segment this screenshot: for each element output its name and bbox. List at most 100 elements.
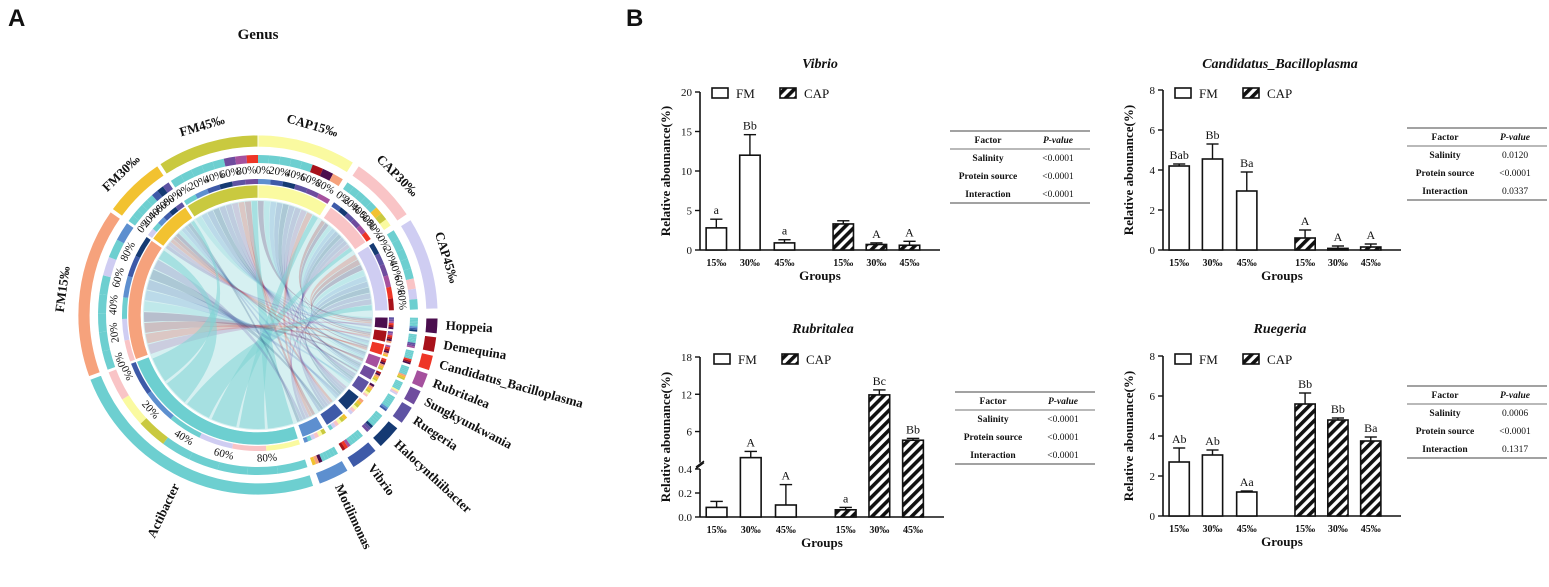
chord-stack-cell [387,393,396,400]
chord-outer-arc [421,335,438,353]
significance-label: Ab [1172,432,1187,446]
legend-label-fm: FM [1199,86,1218,101]
chord-band-cell [302,436,309,443]
chord-inner-arc [337,388,360,411]
chord-band-cell [265,439,301,451]
chord-stack-cell [398,370,407,376]
chord-stack-cell [396,375,405,381]
chord-inner-arc [368,340,386,356]
chord-stack-cell [386,230,399,244]
chord-band-cell [131,361,152,394]
y-tick-label: 2 [1150,205,1156,217]
x-axis-label: Groups [799,268,841,283]
chord-stack-cell [395,379,404,385]
chord-band-cell [387,330,393,334]
chord-stack-cell [409,298,418,310]
chord-band-cell [355,399,362,406]
chord-stack-cell [108,369,129,400]
bar-fm [739,456,762,518]
legend-label-fm: FM [1199,352,1218,367]
chord-band-cell [379,361,386,365]
chord-stack-cell [361,424,370,433]
x-tick-label: 45‰ [1361,524,1381,535]
table-cell-pvalue: <0.0001 [1042,190,1074,200]
significance-label: a [843,491,849,505]
chord-ribbon [146,279,340,397]
chord-band-cell [380,359,386,363]
x-tick-label: 30‰ [1328,258,1348,269]
legend-swatch-cap [779,87,797,99]
chord-band-cell [362,391,369,397]
chord-stack-cell [382,399,391,407]
chord-stack-cell [400,258,412,271]
table-cell-factor: Protein source [959,172,1017,182]
chord-stack-cell [217,462,249,475]
legend-swatch-fm [713,353,731,365]
chord-stack-cell [350,433,359,442]
chord-band-cell [157,217,167,227]
chord-band-cell [338,416,345,423]
chord-segment-label: Actibacter [144,481,183,540]
chord-band-cell [383,350,390,354]
chord-band-cell [320,428,326,435]
chord-stack-cell [163,437,193,460]
chord-band-cell [388,324,394,328]
legend: FM CAP [1174,86,1292,101]
legend-swatch-fm [1174,87,1192,99]
chord-ribbon [181,227,338,399]
chord-outer-arc [399,219,439,310]
chord-stack-cell [189,452,220,470]
chord-ribbon [310,270,365,359]
x-tick-label: 15‰ [706,258,726,269]
bar-fm [1235,190,1258,251]
chord-band-cell [152,222,162,232]
x-tick-label: 45‰ [900,258,920,269]
chord-segment-label: FM15‰ [52,265,73,313]
chord-ribbon [251,201,294,429]
chord-ribbon [195,216,372,319]
y-tick-label: 0.2 [678,488,692,500]
x-tick-label: 45‰ [774,258,794,269]
y-tick-label: 8 [1150,85,1156,97]
chord-band-cell [258,179,271,185]
table-header: Factor [1432,391,1460,401]
chord-band-cell [232,179,246,187]
chord-stack-cell [122,395,147,424]
significance-label: Bab [1170,148,1189,162]
table-cell-factor: Protein source [1416,169,1474,179]
x-tick-label: 30‰ [1328,524,1348,535]
chord-stack-cell [102,349,116,370]
chord-stack-cell [396,248,408,262]
table-cell-pvalue: <0.0001 [1042,172,1074,182]
chord-stack-cell [246,155,258,164]
chord-stack-cell [392,383,401,389]
chord-stack-cell [392,385,400,391]
chord-band-cell [350,218,361,229]
chord-percent-tick: 80% [257,452,278,465]
chord-stack-cell [401,364,410,369]
chord-band-cell [331,202,342,212]
chord-ribbon [184,225,321,412]
x-tick-label: 30‰ [1203,258,1223,269]
chord-stack-cell [99,275,111,296]
pvalue-table: Factor P-value Salinity <0.0001 Protein sour… [950,130,1090,204]
chord-stack-cell [146,195,158,206]
panel-b-label: B [626,5,643,32]
table-cell-pvalue: <0.0001 [1047,433,1079,443]
chord-inner-arc [152,206,193,247]
chord-band-cell [373,375,379,380]
chord-stack-cell [404,352,414,357]
chord-stack-cell [374,410,383,418]
bar-fm [738,154,761,251]
chord-stack-cell [328,448,335,457]
chord-stack-cell [380,403,389,410]
x-tick-label: 30‰ [866,258,886,269]
chord-stack-cell [403,268,414,281]
significance-label: Ba [1240,156,1254,170]
chord-segment-label: Halocynthiibacter [391,437,475,517]
chord-ribbon [310,259,371,336]
chord-stack-cell [157,186,168,197]
chord-segment-label: CAP15‰ [285,111,340,140]
legend-label-cap: CAP [1267,86,1292,101]
